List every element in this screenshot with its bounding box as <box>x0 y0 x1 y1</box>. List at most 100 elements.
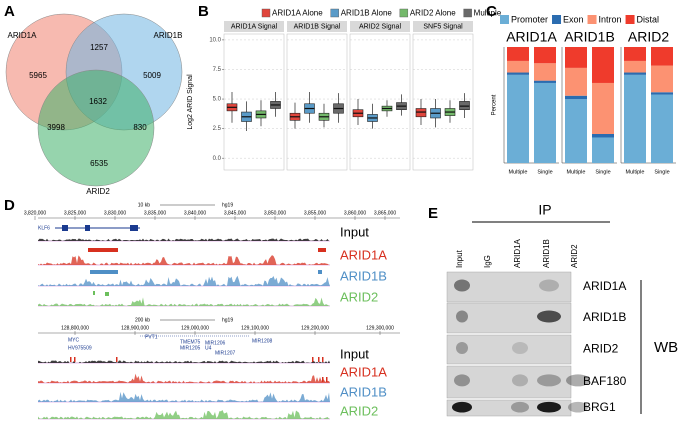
bar-segment <box>565 67 587 96</box>
peak-call <box>322 377 324 382</box>
row-label: ARID2 <box>583 342 619 356</box>
row-label: ARID1B <box>583 310 626 324</box>
legend-swatch <box>500 15 509 24</box>
blot-band <box>452 401 472 413</box>
venn-set-label: ARID1A <box>8 31 38 40</box>
track-label: ARID1B <box>340 384 387 399</box>
peak-call <box>312 357 314 362</box>
legend-swatch <box>625 15 635 24</box>
legend-swatch <box>261 8 271 18</box>
blot-band <box>568 401 588 413</box>
signal-track <box>38 373 330 383</box>
row-label: ARID1A <box>583 279 626 293</box>
peak-call <box>326 377 328 382</box>
track-label: ARID2 <box>340 289 378 304</box>
facet-strip <box>224 21 284 32</box>
peak-call <box>322 357 324 362</box>
facet-strip <box>287 21 347 32</box>
bar-segment <box>624 47 646 61</box>
panel-letter: C <box>486 3 497 20</box>
blot-strip <box>446 334 572 365</box>
legend-label: Distal <box>637 14 660 24</box>
legend-swatch <box>587 15 597 24</box>
bar-segment <box>565 47 587 68</box>
venn-count: 1632 <box>89 97 107 106</box>
facet-title: SNF5 Signal <box>423 23 463 30</box>
peak-call <box>70 357 72 362</box>
venn-count: 1257 <box>90 43 108 52</box>
gene-label: MIR1205 <box>180 345 201 351</box>
genome-label: hg19 <box>222 202 233 208</box>
legend-label: ARID1B Alone <box>341 9 393 18</box>
coordinate-label: 3,820,000 <box>24 210 46 216</box>
coordinate-label: 128,900,000 <box>121 325 149 331</box>
y-tick-label: 0.0 <box>213 156 222 162</box>
venn-count: 5009 <box>143 71 161 80</box>
gene-label: U4 <box>205 345 212 351</box>
x-tick-label: Multiple <box>509 169 528 175</box>
bar-segment <box>507 72 529 75</box>
genome-label: hg19 <box>222 317 233 323</box>
coordinate-label: 3,835,000 <box>144 210 166 216</box>
track-label: ARID2 <box>340 403 378 418</box>
blot-band <box>539 279 559 292</box>
legend-swatch <box>463 8 472 18</box>
gene-label: MIR1206 <box>205 340 226 346</box>
peak-call <box>90 270 118 274</box>
bar-segment <box>651 47 673 66</box>
blot-band <box>454 279 470 292</box>
column-label: ARID2 <box>570 244 579 268</box>
bar-segment <box>592 134 614 138</box>
bar-segment <box>651 94 673 163</box>
venn-count: 5965 <box>29 71 47 80</box>
facet-title: ARID1A Signal <box>231 23 278 30</box>
gene-label: PVT1 <box>145 334 158 340</box>
facet-title: ARID1B Signal <box>294 23 341 30</box>
coordinate-label: 3,860,000 <box>344 210 366 216</box>
peak-call <box>116 357 118 362</box>
coordinate-label: 3,830,000 <box>104 210 126 216</box>
peak-call <box>88 248 118 252</box>
signal-track <box>38 238 330 241</box>
y-tick-label: 7.5 <box>213 67 222 73</box>
venn-count: 3998 <box>47 123 65 132</box>
blot-band <box>456 342 468 355</box>
facet-strip <box>350 21 410 32</box>
column-label: Input <box>455 249 464 268</box>
blot-band <box>537 310 561 323</box>
coordinate-label: 129,000,000 <box>181 325 209 331</box>
gene-label: MIR1207 <box>215 350 236 356</box>
blot-band <box>537 374 561 387</box>
legend-label: ARID1A Alone <box>272 9 323 18</box>
facet-panel <box>349 33 411 171</box>
coordinate-label: 129,200,000 <box>301 325 329 331</box>
legend-label: ARID2 Alone <box>410 9 456 18</box>
signal-track <box>38 275 330 286</box>
exon <box>130 225 138 231</box>
panel-letter: D <box>4 197 15 214</box>
row-label: BRG1 <box>583 400 616 414</box>
blot-band <box>456 310 468 323</box>
scale-label: 200 kb <box>135 317 150 323</box>
gene-label: MIR1208 <box>252 338 273 344</box>
venn-set-label: ARID1B <box>154 31 183 40</box>
bar-segment <box>624 74 646 163</box>
y-tick-label: 2.5 <box>213 126 222 132</box>
bar-segment <box>565 95 587 100</box>
bar-segment <box>565 99 587 163</box>
peak-call <box>93 291 95 295</box>
coordinate-label: 3,845,000 <box>224 210 246 216</box>
panel-letter: A <box>4 3 15 20</box>
gene-label: MYC <box>68 337 80 343</box>
gene-label: TMEM75 <box>180 339 201 345</box>
bar-segment <box>534 63 556 81</box>
blot-band <box>511 401 529 413</box>
panel-letter: E <box>428 205 438 222</box>
track-label: ARID1A <box>340 364 387 379</box>
blot-strip <box>446 365 572 399</box>
bar-segment <box>592 47 614 83</box>
track-label: ARID1A <box>340 247 387 262</box>
column-label: IgG <box>483 255 492 268</box>
exon <box>62 225 68 231</box>
